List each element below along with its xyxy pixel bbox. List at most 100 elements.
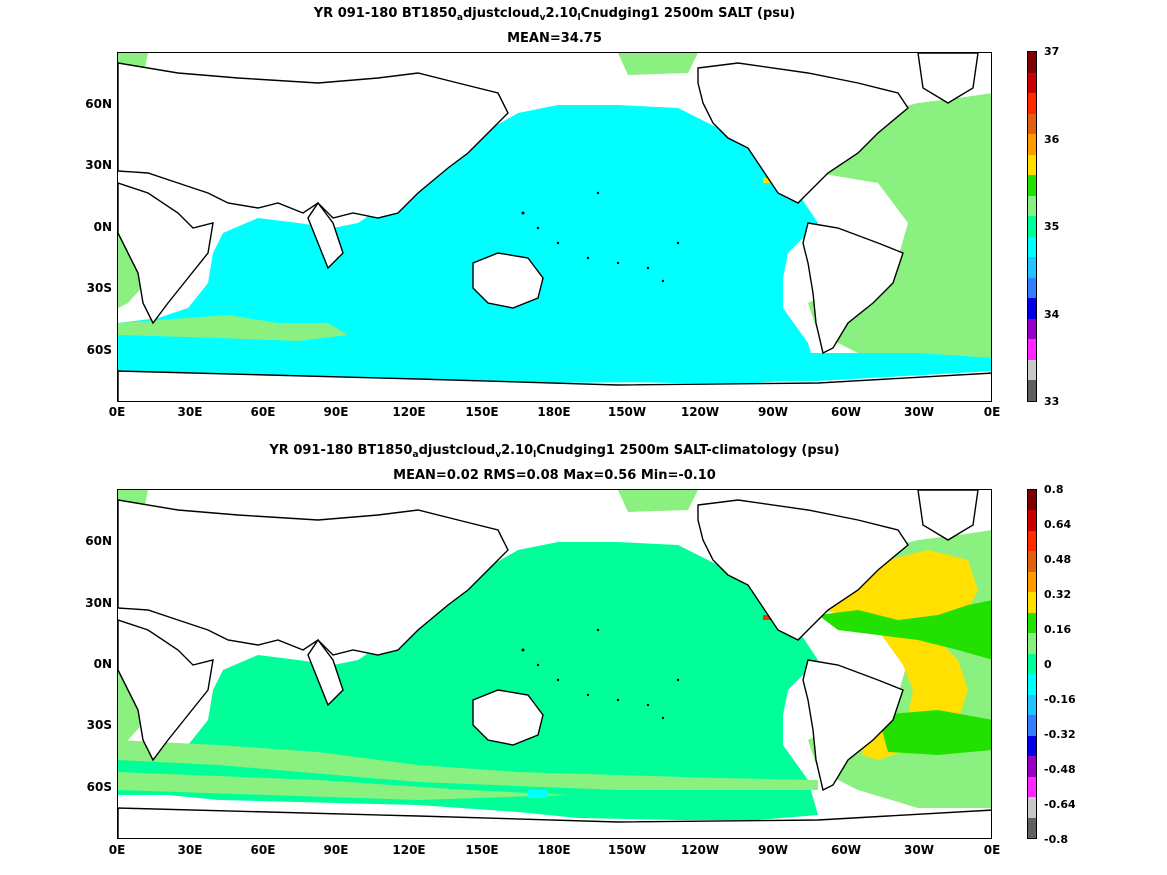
p2-south-america — [802, 659, 904, 792]
p1-lat-label-60N: 60N — [85, 97, 112, 111]
colorbar-segment — [1028, 134, 1036, 155]
colorbar-segment — [1028, 612, 1036, 634]
colorbar-segment — [1028, 797, 1036, 818]
p2-atlantic-green-south — [878, 710, 991, 755]
p1-green-patch-3 — [618, 53, 698, 75]
p1-colorbar — [1027, 51, 1037, 402]
p2-colorbar-label: 0.48 — [1044, 553, 1072, 566]
colorbar-segment — [1028, 674, 1036, 695]
p1-australia — [472, 252, 544, 309]
p1-colorbar-label: 35 — [1044, 220, 1060, 233]
p2-colorbar-label: 0 — [1044, 658, 1052, 671]
p1-south-america — [802, 222, 904, 355]
p2-lon-label: 90W — [758, 843, 788, 857]
panel1-map-svg — [118, 53, 991, 401]
colorbar-segment — [1028, 154, 1036, 176]
colorbar-segment — [1028, 236, 1036, 258]
p2-colorbar-label: 0.16 — [1044, 623, 1072, 636]
p2-greenland — [917, 490, 979, 541]
p2-lat-label-0N: 0N — [93, 657, 112, 671]
p2-colorbar-label: -0.48 — [1044, 763, 1076, 776]
colorbar-segment — [1028, 776, 1036, 798]
panel2-map-svg — [118, 490, 991, 838]
colorbar-segment — [1028, 633, 1036, 654]
colorbar-segment — [1028, 715, 1036, 736]
p2-colorbar-label: -0.64 — [1044, 798, 1076, 811]
colorbar-segment — [1028, 298, 1036, 319]
p1-africa — [118, 182, 214, 325]
colorbar-segment — [1028, 380, 1036, 401]
colorbar-segment — [1028, 52, 1036, 73]
p1-colorbar-label: 37 — [1044, 45, 1060, 58]
p2-southern-band-2 — [118, 772, 568, 800]
p2-india — [307, 638, 344, 707]
colorbar-segment — [1028, 756, 1036, 777]
p2-lon-label: 180E — [537, 843, 571, 857]
colorbar-segment — [1028, 571, 1036, 593]
p2-lon-label: 0E — [108, 843, 126, 857]
colorbar-segment — [1028, 113, 1036, 135]
p2-eurasia — [118, 499, 509, 656]
p1-green-patch-1 — [118, 315, 348, 341]
colorbar-segment — [1028, 551, 1036, 572]
colorbar-segment — [1028, 72, 1036, 94]
panel1-map — [117, 52, 992, 402]
p2-lon-label: 150W — [607, 843, 647, 857]
p1-lon-label: 180E — [537, 405, 571, 419]
colorbar-segment — [1028, 510, 1036, 531]
p2-lon-label: 150E — [465, 843, 499, 857]
p2-lon-label: 60W — [831, 843, 861, 857]
p1-lon-label: 90E — [323, 405, 349, 419]
p1-lat-label-30S: 30S — [86, 281, 112, 295]
p1-pacific-fill — [118, 105, 818, 383]
p1-lon-label: 90W — [758, 405, 788, 419]
p2-colorbar-label: -0.16 — [1044, 693, 1076, 706]
p1-india — [307, 201, 344, 270]
p1-lon-label: 150E — [465, 405, 499, 419]
p1-lat-label-60S: 60S — [86, 343, 112, 357]
p1-lon-label: 120W — [680, 405, 720, 419]
p1-lon-label: 60W — [831, 405, 861, 419]
panel1-subtitle: MEAN=34.75 — [507, 31, 602, 46]
p2-north-america — [697, 499, 909, 641]
p2-lon-label: 30E — [177, 843, 203, 857]
p2-lon-label: 30W — [904, 843, 934, 857]
p1-lon-label: 0E — [983, 405, 1001, 419]
p2-colorbar-label: -0.32 — [1044, 728, 1076, 741]
panel2-title: YR 091-180 BT1850adjustcloudv2.10lCnudgi… — [269, 443, 840, 460]
p1-greenland — [917, 53, 979, 104]
panel2-map — [117, 489, 992, 839]
p2-lon-label: 120E — [392, 843, 426, 857]
colorbar-segment — [1028, 257, 1036, 278]
colorbar-segment — [1028, 339, 1036, 360]
p1-eurasia — [118, 62, 509, 219]
p1-colorbar-label: 36 — [1044, 133, 1060, 146]
p1-colorbar-label: 33 — [1044, 395, 1060, 408]
p2-southern-band — [118, 740, 818, 790]
colorbar-segment — [1028, 817, 1036, 838]
colorbar-segment — [1028, 93, 1036, 114]
p2-atlantic-green — [818, 600, 991, 660]
p1-lon-label: 30E — [177, 405, 203, 419]
colorbar-segment — [1028, 530, 1036, 552]
p1-lon-label: 60E — [250, 405, 276, 419]
p2-colorbar-label: 0.8 — [1044, 483, 1064, 496]
p1-southern-fill — [118, 323, 991, 383]
p2-lat-label-30N: 30N — [85, 596, 112, 610]
colorbar-segment — [1028, 216, 1036, 237]
p1-colorbar-label: 34 — [1044, 308, 1060, 321]
colorbar-segment — [1028, 653, 1036, 675]
p2-antarctica — [118, 807, 991, 838]
p2-lon-label: 90E — [323, 843, 349, 857]
p2-colorbar — [1027, 489, 1037, 839]
p2-lat-label-30S: 30S — [86, 718, 112, 732]
colorbar-segment — [1028, 359, 1036, 381]
colorbar-segment — [1028, 195, 1036, 217]
p1-lon-label: 30W — [904, 405, 934, 419]
panel1-title: YR 091-180 BT1850adjustcloudv2.10lCnudgi… — [313, 6, 796, 23]
p2-lon-label: 120W — [680, 843, 720, 857]
panel2-subtitle: MEAN=0.02 RMS=0.08 Max=0.56 Min=-0.10 — [393, 468, 716, 483]
colorbar-segment — [1028, 277, 1036, 299]
p2-green-arctic — [618, 490, 698, 512]
p1-lon-label: 120E — [392, 405, 426, 419]
